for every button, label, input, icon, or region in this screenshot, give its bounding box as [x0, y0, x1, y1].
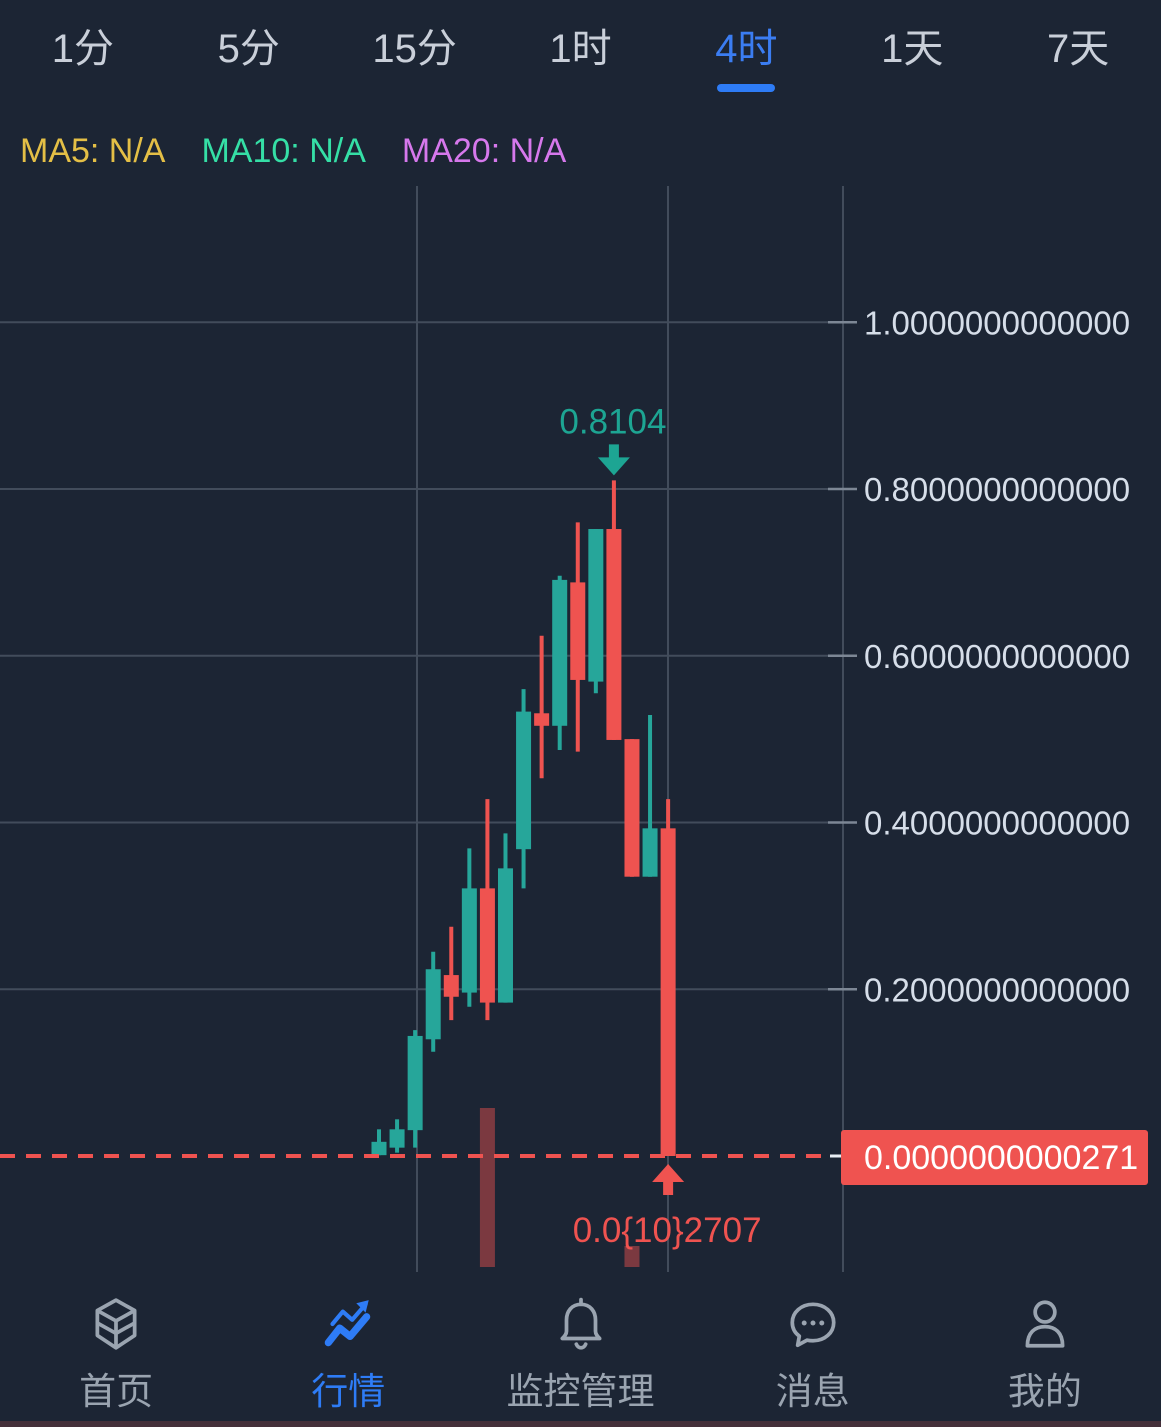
high-marker-label: 0.8104 — [559, 402, 666, 441]
timeframe-tab[interactable]: 7天 — [995, 0, 1161, 100]
nav-item-person[interactable]: 我的 — [929, 1281, 1161, 1422]
y-axis-label: 0.4000000000000 — [864, 805, 1130, 842]
timeframe-tab[interactable]: 5分 — [166, 0, 332, 100]
timeframe-tab-label: 1分 — [51, 27, 115, 71]
bell-icon — [552, 1295, 610, 1353]
ma-indicator: MA20: N/A — [401, 132, 567, 170]
person-icon — [1016, 1295, 1074, 1353]
timeframe-tab[interactable]: 1天 — [829, 0, 995, 100]
candle-body — [461, 888, 477, 993]
nav-item-label: 监控管理 — [506, 1371, 655, 1412]
nav-item-app-logo[interactable]: 首页 — [0, 1281, 232, 1422]
candle-body — [389, 1129, 405, 1148]
chat-bubble-icon — [784, 1295, 842, 1353]
active-tab-underline — [717, 84, 776, 92]
bottom-strip — [0, 1421, 1161, 1427]
low-marker-label: 0.0{10}2707 — [573, 1211, 762, 1250]
timeframe-tab-label: 15分 — [372, 27, 457, 71]
ma-indicator: MA5: N/A — [20, 132, 166, 170]
nav-item-label: 行情 — [311, 1371, 386, 1412]
timeframe-tab[interactable]: 1分 — [0, 0, 166, 100]
nav-item-bell[interactable]: 监控管理 — [464, 1281, 696, 1422]
candle-body — [443, 975, 459, 997]
y-axis-label: 0.2000000000000 — [864, 971, 1130, 1008]
candle-body — [642, 828, 658, 877]
current-price-badge — [841, 1130, 1148, 1185]
candle-body — [516, 711, 532, 850]
candle-body — [570, 582, 586, 680]
trend-chart-icon — [319, 1295, 377, 1353]
high-marker-arrow-icon — [597, 444, 630, 476]
timeframe-tab-label: 7天 — [1046, 27, 1110, 71]
y-axis-label: 0.6000000000000 — [864, 638, 1130, 675]
candle-body — [371, 1141, 387, 1156]
nav-item-trend-chart[interactable]: 行情 — [232, 1281, 464, 1422]
low-marker-arrow-icon — [652, 1164, 685, 1195]
candle-body — [606, 529, 622, 740]
ma-indicators: MA5: N/A MA10: N/A MA20: N/A — [20, 132, 566, 171]
timeframe-tabs: 1分 5分 15分 1时 4时 1天 7天 — [0, 0, 1161, 100]
volume-bar — [479, 1108, 495, 1267]
nav-item-label: 首页 — [79, 1371, 154, 1412]
ma-indicator: MA10: N/A — [201, 132, 366, 170]
y-axis-label: 1.0000000000000 — [864, 304, 1130, 341]
bottom-nav: 首页 行情 监控管理 消息 我的 — [0, 1281, 1161, 1422]
candle-body — [534, 713, 550, 726]
nav-item-chat-bubble[interactable]: 消息 — [697, 1281, 929, 1422]
y-axis-label: 0.8000000000000 — [864, 471, 1130, 508]
timeframe-tab[interactable]: 4时 — [663, 0, 829, 100]
nav-item-label: 我的 — [1007, 1371, 1082, 1412]
candle-body — [660, 828, 676, 1156]
timeframe-tab[interactable]: 15分 — [332, 0, 498, 100]
candle-body — [552, 579, 568, 726]
timeframe-tab-label: 1天 — [881, 27, 944, 71]
timeframe-tab-label: 5分 — [217, 27, 280, 71]
timeframe-tab-label: 1时 — [549, 27, 612, 71]
candle-body — [624, 739, 640, 877]
nav-item-label: 消息 — [775, 1371, 850, 1412]
timeframe-tab[interactable]: 1时 — [498, 0, 664, 100]
volume-bar — [624, 1246, 640, 1267]
candle-body — [407, 1035, 423, 1131]
candle-body — [425, 969, 441, 1040]
candle-body — [588, 529, 604, 682]
timeframe-tab-label: 4时 — [715, 27, 778, 71]
app-logo-icon — [87, 1295, 145, 1353]
candle-body — [497, 868, 513, 1003]
candle-body — [479, 888, 495, 1003]
current-price-text: 0.0000000000271 — [864, 1139, 1138, 1177]
